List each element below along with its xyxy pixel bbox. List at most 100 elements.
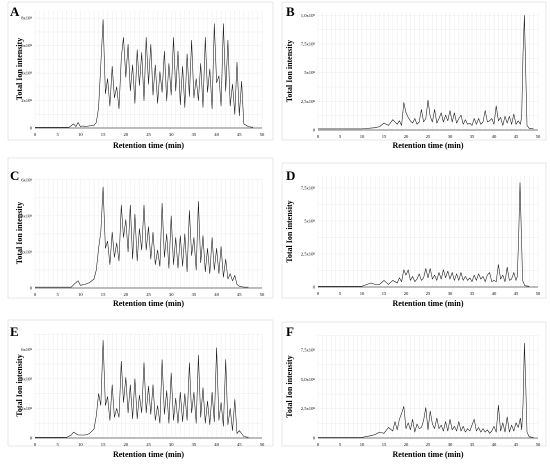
x-tick-label: 25 (146, 442, 151, 447)
panel-frame (281, 1, 547, 141)
y-tick-label: 5x10⁸ (304, 70, 315, 75)
y-tick-label: 0 (313, 285, 316, 290)
x-tick-label: 5 (57, 132, 60, 137)
y-tick-label: 0 (30, 436, 33, 441)
y-tick-label: 2,5x10⁸ (301, 251, 316, 257)
x-tick-label: 35 (470, 442, 475, 447)
panel-letter-d: D (286, 168, 295, 183)
y-tick-label: 6x10⁸ (21, 43, 32, 48)
x-tick-label: 25 (426, 134, 431, 139)
y-tick-label: 4x10⁸ (21, 71, 32, 76)
panel-frame (281, 162, 547, 299)
panel-d: 0 5 10 15 20 25 30 35 40 45 50 0 2,5x10⁸ 5x10⁸ 7,5x10⁸… (281, 162, 547, 308)
x-tick-label: 10 (78, 442, 83, 447)
x-tick-label: 10 (78, 292, 83, 297)
x-tick-label: 5 (339, 134, 342, 139)
x-tick-label: 30 (169, 132, 174, 137)
x-tick-label: 15 (101, 442, 106, 447)
y-axis-label: Total Ion intensity (15, 38, 24, 100)
y-tick-label: 5,0x10⁸ (301, 377, 316, 383)
x-tick-label: 30 (169, 292, 174, 297)
y-tick-label: 7,5x10⁸ (301, 348, 316, 354)
x-tick-label: 50 (260, 442, 265, 447)
tic-trace-d (318, 182, 530, 287)
y-axis-label: Total Ion intensity (285, 355, 294, 417)
y-axis-label: Total Ion intensity (285, 40, 294, 102)
x-tick-label: 50 (536, 442, 541, 447)
tic-trace-c (35, 186, 249, 288)
x-tick-label: 20 (124, 132, 129, 137)
x-tick-label: 20 (124, 292, 129, 297)
panel-letter-e: E (10, 324, 19, 339)
x-tick-label: 40 (492, 134, 497, 139)
panel-letter-f: F (286, 324, 294, 339)
y-tick-label: 7,5x10⁸ (301, 185, 316, 191)
x-axis-label: Retention time (min) (113, 299, 184, 308)
x-tick-label: 35 (192, 132, 197, 137)
x-tick-label: 35 (192, 442, 197, 447)
gridlines (317, 176, 539, 288)
x-tick-label: 45 (514, 291, 519, 296)
y-tick-label: 8x10⁸ (21, 16, 32, 21)
x-tick-label: 15 (101, 292, 106, 297)
gridlines (317, 335, 539, 439)
gridlines (34, 178, 263, 289)
x-tick-label: 10 (78, 132, 83, 137)
y-axis-label: Total Ion intensity (15, 202, 24, 264)
x-tick-label: 0 (34, 292, 37, 297)
x-tick-label: 30 (448, 134, 453, 139)
y-tick-label: 0 (313, 128, 316, 133)
gridlines (317, 12, 539, 131)
x-tick-label: 45 (237, 442, 242, 447)
x-tick-label: 45 (237, 292, 242, 297)
x-tick-label: 0 (34, 132, 37, 137)
y-tick-label: 4x10⁸ (21, 213, 32, 218)
y-tick-label: 6x10⁸ (21, 177, 32, 182)
x-tick-label: 40 (492, 291, 497, 296)
x-axis-label: Retention time (min) (113, 450, 184, 459)
x-tick-label: 5 (57, 292, 60, 297)
x-tick-label: 10 (360, 291, 365, 296)
x-tick-label: 50 (536, 291, 541, 296)
x-tick-label: 50 (260, 132, 265, 137)
tic-trace-a (35, 19, 253, 128)
x-tick-label: 30 (448, 291, 453, 296)
panel-frame (7, 319, 274, 447)
y-axis-label: Total Ion intensity (285, 200, 294, 262)
y-tick-label: 1,0x10⁹ (301, 13, 316, 19)
x-tick-label: 45 (237, 132, 242, 137)
x-axis-label: Retention time (min) (392, 450, 463, 459)
x-tick-label: 0 (317, 134, 320, 139)
tic-trace-f (318, 342, 534, 438)
x-tick-label: 40 (214, 292, 219, 297)
x-tick-label: 15 (382, 442, 387, 447)
x-tick-label: 0 (34, 442, 37, 447)
y-tick-label: 0 (30, 286, 33, 291)
x-tick-label: 20 (404, 442, 409, 447)
y-tick-label: 0 (30, 126, 33, 131)
x-tick-label: 0 (317, 291, 320, 296)
x-tick-label: 5 (339, 442, 342, 447)
y-tick-label: 2,5x10⁸ (301, 406, 316, 412)
panel-frame (7, 157, 274, 299)
x-tick-label: 35 (192, 292, 197, 297)
x-axis-label: Retention time (min) (392, 141, 463, 150)
x-tick-label: 30 (448, 442, 453, 447)
x-axis-label: Retention time (min) (113, 141, 184, 150)
tic-trace-e (35, 340, 249, 438)
y-tick-label: 0 (313, 436, 316, 441)
x-tick-label: 20 (404, 291, 409, 296)
x-tick-label: 20 (404, 134, 409, 139)
x-tick-label: 50 (536, 134, 541, 139)
y-tick-label: 2x10⁸ (21, 406, 32, 411)
x-tick-label: 15 (382, 291, 387, 296)
x-tick-label: 45 (514, 134, 519, 139)
y-tick-label: 2,5x10⁸ (301, 99, 316, 105)
x-tick-label: 5 (57, 442, 60, 447)
panel-frame (7, 1, 274, 141)
x-tick-label: 5 (339, 291, 342, 296)
x-tick-label: 40 (214, 442, 219, 447)
x-tick-label: 25 (426, 442, 431, 447)
y-tick-label: 7,5x10⁸ (301, 42, 316, 48)
x-tick-label: 10 (360, 134, 365, 139)
